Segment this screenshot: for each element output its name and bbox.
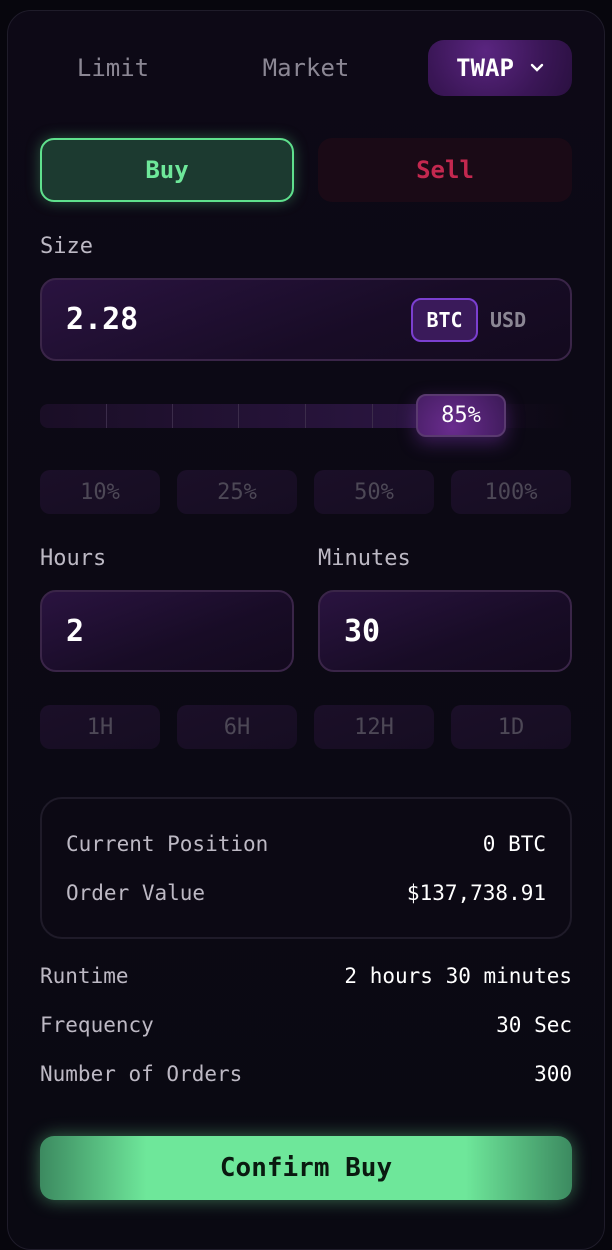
orders-count-label: Number of Orders	[40, 1062, 243, 1086]
slider-tick	[305, 404, 306, 428]
preset-1d[interactable]: 1D	[451, 705, 571, 749]
preset-6h[interactable]: 6H	[177, 705, 297, 749]
unit-btc-toggle[interactable]: BTC	[411, 298, 478, 342]
slider-tick	[372, 404, 373, 428]
preset-1h[interactable]: 1H	[40, 705, 160, 749]
minutes-label: Minutes	[318, 546, 411, 571]
preset-12h[interactable]: 12H	[314, 705, 434, 749]
size-value: 2.28	[66, 302, 139, 337]
minutes-input[interactable]: 30	[318, 590, 572, 672]
sell-button[interactable]: Sell	[318, 138, 572, 202]
tab-twap-dropdown[interactable]: TWAP	[428, 40, 572, 96]
position-info-box: Current Position 0 BTC Order Value $137,…	[40, 797, 572, 939]
buy-button[interactable]: Buy	[40, 138, 294, 202]
twap-label: TWAP	[456, 54, 514, 82]
minutes-value: 30	[344, 614, 381, 649]
preset-100[interactable]: 100%	[451, 470, 571, 514]
preset-10[interactable]: 10%	[40, 470, 160, 514]
frequency-row: Frequency 30 Sec	[40, 1013, 572, 1037]
runtime-row: Runtime 2 hours 30 minutes	[40, 964, 572, 988]
slider-tick	[172, 404, 173, 428]
runtime-label: Runtime	[40, 964, 129, 988]
current-position-label: Current Position	[66, 832, 269, 856]
tab-limit[interactable]: Limit	[76, 54, 150, 82]
orders-count-value: 300	[534, 1062, 572, 1086]
preset-50[interactable]: 50%	[314, 470, 434, 514]
preset-25[interactable]: 25%	[177, 470, 297, 514]
unit-usd-toggle[interactable]: USD	[490, 308, 527, 332]
runtime-value: 2 hours 30 minutes	[344, 964, 572, 988]
hours-value: 2	[66, 614, 85, 649]
tab-market[interactable]: Market	[262, 54, 350, 82]
order-value-label: Order Value	[66, 881, 206, 905]
slider-tick	[106, 404, 107, 428]
frequency-value: 30 Sec	[496, 1013, 572, 1037]
order-value: $137,738.91	[406, 881, 546, 905]
size-label: Size	[40, 234, 93, 259]
confirm-buy-button[interactable]: Confirm Buy	[40, 1136, 572, 1200]
size-slider-thumb[interactable]: 85%	[416, 394, 506, 437]
order-value-row: Order Value $137,738.91	[66, 881, 546, 905]
orders-count-row: Number of Orders 300	[40, 1062, 572, 1086]
chevron-down-icon	[530, 63, 544, 72]
frequency-label: Frequency	[40, 1013, 154, 1037]
slider-tick	[238, 404, 239, 428]
hours-label: Hours	[40, 546, 107, 571]
current-position-value: 0 BTC	[482, 832, 546, 856]
hours-input[interactable]: 2	[40, 590, 294, 672]
size-input[interactable]: 2.28	[40, 278, 572, 361]
current-position-row: Current Position 0 BTC	[66, 832, 546, 856]
